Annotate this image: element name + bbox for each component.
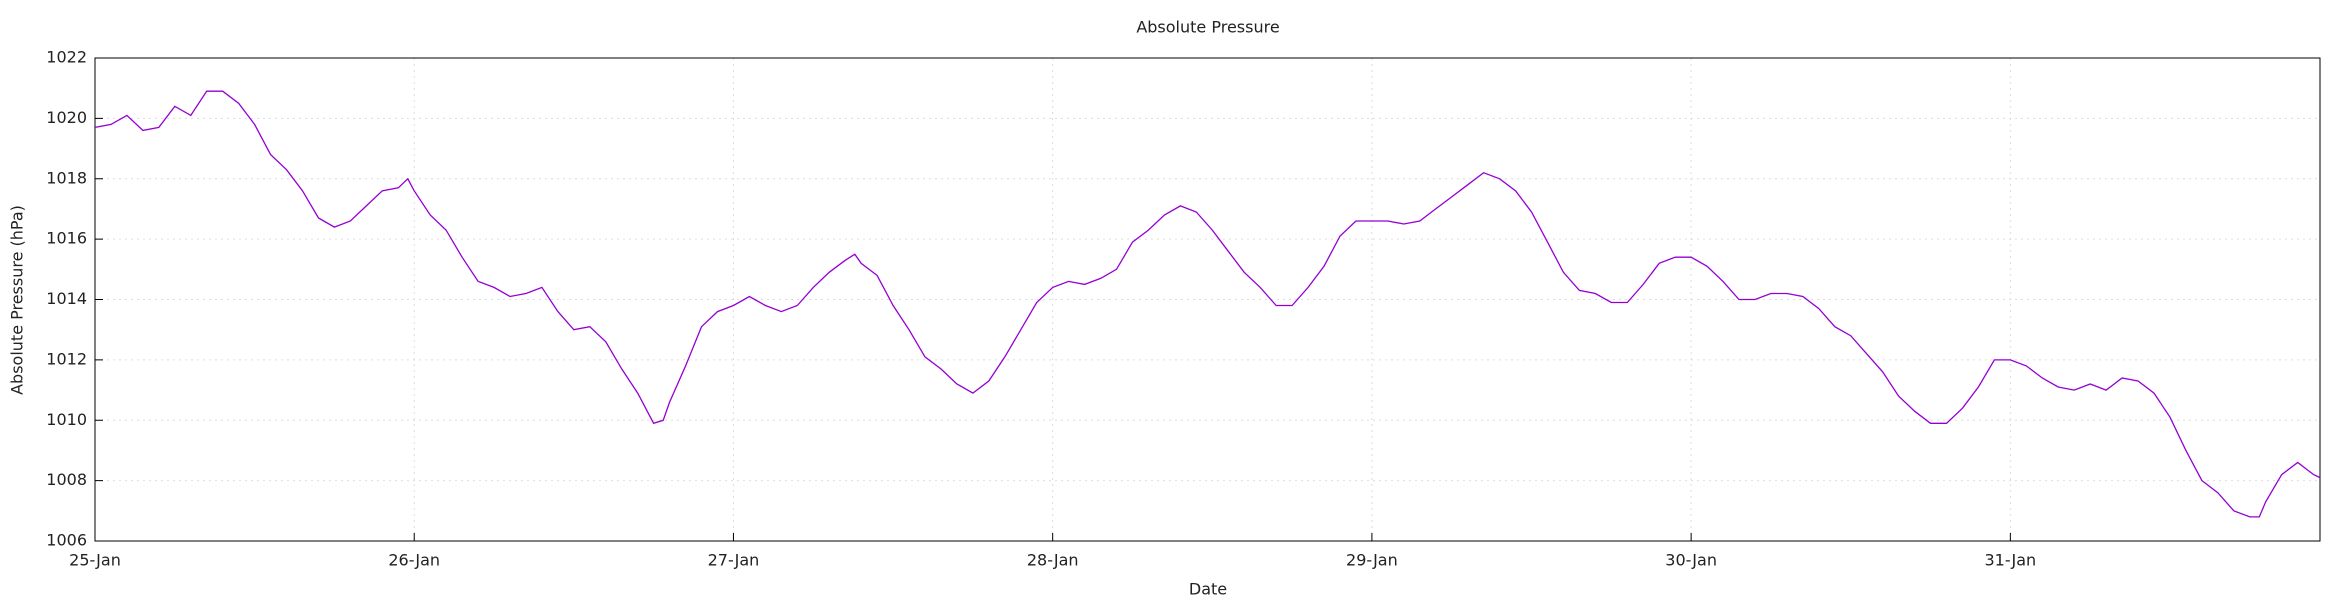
y-tick-label: 1010 bbox=[46, 410, 87, 429]
y-tick-label: 1022 bbox=[46, 48, 87, 67]
y-tick-label: 1018 bbox=[46, 168, 87, 187]
x-tick-label: 26-Jan bbox=[388, 551, 440, 570]
y-axis-label: Absolute Pressure (hPa) bbox=[8, 205, 27, 395]
y-tick-label: 1020 bbox=[46, 108, 87, 127]
y-tick-label: 1014 bbox=[46, 289, 87, 308]
y-tick-label: 1008 bbox=[46, 470, 87, 489]
plot-frame bbox=[94, 57, 2321, 542]
x-tick-label: 30-Jan bbox=[1665, 551, 1717, 570]
x-tick-label: 27-Jan bbox=[708, 551, 760, 570]
x-tick-label: 29-Jan bbox=[1346, 551, 1398, 570]
line-series bbox=[94, 90, 2321, 518]
x-tick-label: 25-Jan bbox=[69, 551, 121, 570]
x-axis-label: Date bbox=[1189, 580, 1227, 599]
chart-title: Absolute Pressure bbox=[1136, 18, 1279, 37]
y-tick-label: 1012 bbox=[46, 349, 87, 368]
x-tick-label: 31-Jan bbox=[1985, 551, 2037, 570]
x-tick-label: 28-Jan bbox=[1027, 551, 1079, 570]
y-tick-label: 1006 bbox=[46, 531, 87, 550]
y-tick-label: 1016 bbox=[46, 229, 87, 248]
